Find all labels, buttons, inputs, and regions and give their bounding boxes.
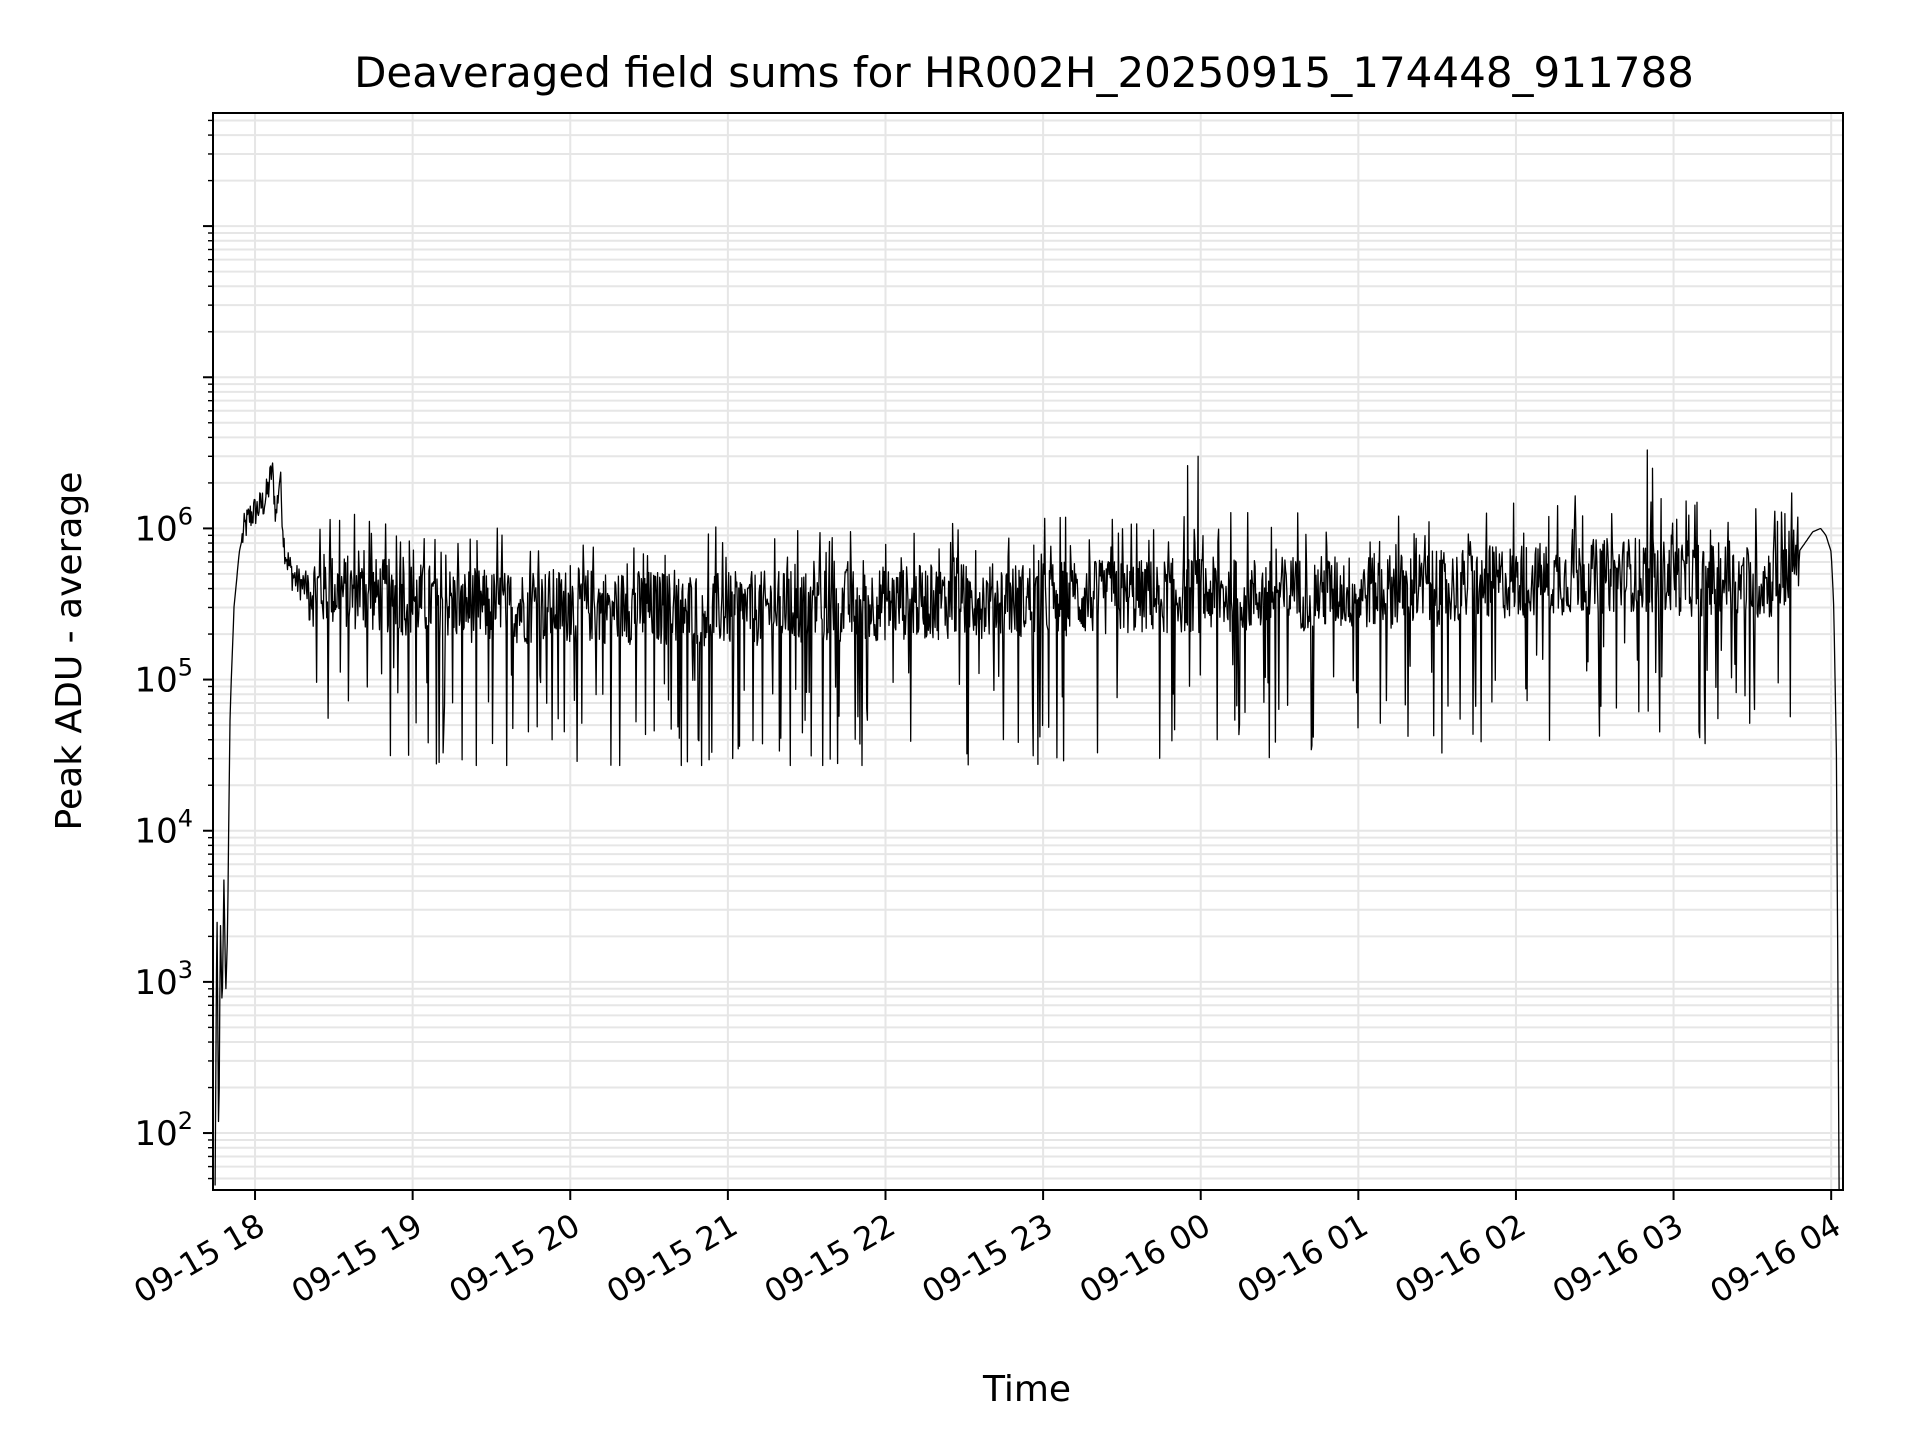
data-series-line: [214, 449, 1840, 1191]
y-tick-base: 10: [134, 963, 177, 1003]
grid-lines: [213, 113, 1843, 1190]
x-axis-label: Time: [982, 1369, 1071, 1410]
y-tick-base: 10: [134, 1114, 177, 1154]
y-tick-exponent: 5: [178, 654, 193, 682]
y-tick-exponent: 6: [178, 502, 193, 530]
y-tick-label: 104: [134, 805, 193, 852]
y-tick-exponent: 4: [178, 805, 193, 833]
y-tick-label: 103: [134, 956, 193, 1003]
y-tick-base: 10: [134, 661, 177, 701]
y-axis-label: Peak ADU - average: [49, 472, 90, 831]
data-series-layer: [214, 449, 1840, 1191]
y-tick-label: 102: [134, 1107, 193, 1154]
y-tick-label: 106: [134, 502, 193, 549]
chart-title: Deaveraged field sums for HR002H_2025091…: [354, 48, 1694, 97]
plot-frame: [212, 112, 1844, 1191]
y-tick-exponent: 2: [178, 1107, 193, 1135]
y-tick-exponent: 3: [178, 956, 193, 984]
y-tick-label: 105: [134, 654, 193, 701]
y-tick-base: 10: [134, 509, 177, 549]
y-tick-base: 10: [134, 812, 177, 852]
